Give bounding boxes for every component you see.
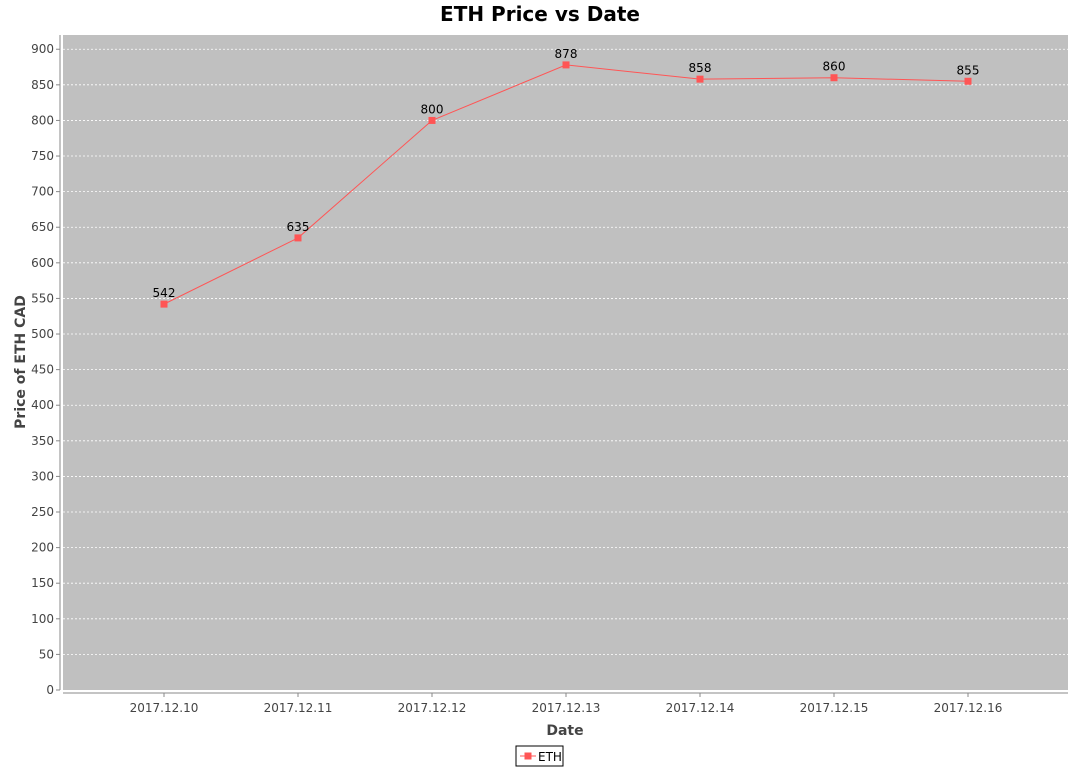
y-tick-label: 500 <box>31 327 54 341</box>
y-axis: 0 50 100 150 200 250 300 350 400 450 500 550 600 650 7… <box>31 35 61 697</box>
y-tick-label: 200 <box>31 541 54 555</box>
y-tick-label: 100 <box>31 612 54 626</box>
legend-box <box>515 745 564 767</box>
y-tick-label: 350 <box>31 434 54 448</box>
data-point <box>964 77 972 85</box>
y-tick-label: 550 <box>31 291 54 305</box>
data-label: 635 <box>287 220 310 234</box>
y-tick-label: 300 <box>31 469 54 483</box>
y-tick-label: 900 <box>31 42 54 56</box>
y-tick-label: 700 <box>31 185 54 199</box>
x-tick-label: 2017.12.11 <box>264 701 333 715</box>
x-tick-label: 2017.12.10 <box>130 701 199 715</box>
y-tick-label: 450 <box>31 363 54 377</box>
y-axis-label: Price of ETH CAD <box>13 295 29 429</box>
data-point <box>428 116 436 124</box>
gridlines <box>63 48 1068 655</box>
y-tick-label: 400 <box>31 398 54 412</box>
data-point <box>294 234 302 242</box>
data-label: 855 <box>957 63 980 77</box>
y-tick-label: 650 <box>31 220 54 234</box>
legend-label: ETH <box>538 750 562 764</box>
legend-marker <box>524 752 532 760</box>
x-tick-label: 2017.12.14 <box>666 701 735 715</box>
series-layer: 542 635 800 878 858 860 855 <box>153 47 980 308</box>
data-label: 800 <box>421 102 444 116</box>
data-label: 542 <box>153 286 176 300</box>
y-tick-label: 850 <box>31 78 54 92</box>
y-tick-label: 600 <box>31 256 54 270</box>
plot-area <box>63 35 1068 690</box>
y-tick-label: 800 <box>31 113 54 127</box>
data-label: 878 <box>555 47 578 61</box>
x-tick-label: 2017.12.15 <box>800 701 869 715</box>
legend: ETH <box>515 745 564 767</box>
y-tick-label: 250 <box>31 505 54 519</box>
y-tick-label: 50 <box>39 647 54 661</box>
x-tick-label: 2017.12.12 <box>398 701 467 715</box>
data-label: 858 <box>689 61 712 75</box>
data-point <box>830 74 838 82</box>
data-point <box>160 300 168 308</box>
chart-title: ETH Price vs Date <box>440 2 640 26</box>
y-tick-label: 150 <box>31 576 54 590</box>
x-axis-label: Date <box>546 723 583 739</box>
x-tick-label: 2017.12.13 <box>532 701 601 715</box>
x-tick-label: 2017.12.16 <box>934 701 1003 715</box>
y-tick-label: 750 <box>31 149 54 163</box>
data-label: 860 <box>823 60 846 74</box>
y-tick-label: 0 <box>46 683 54 697</box>
data-point <box>696 75 704 83</box>
data-point <box>562 61 570 69</box>
x-axis: 2017.12.10 2017.12.11 2017.12.12 2017.12.13… <box>63 692 1068 715</box>
